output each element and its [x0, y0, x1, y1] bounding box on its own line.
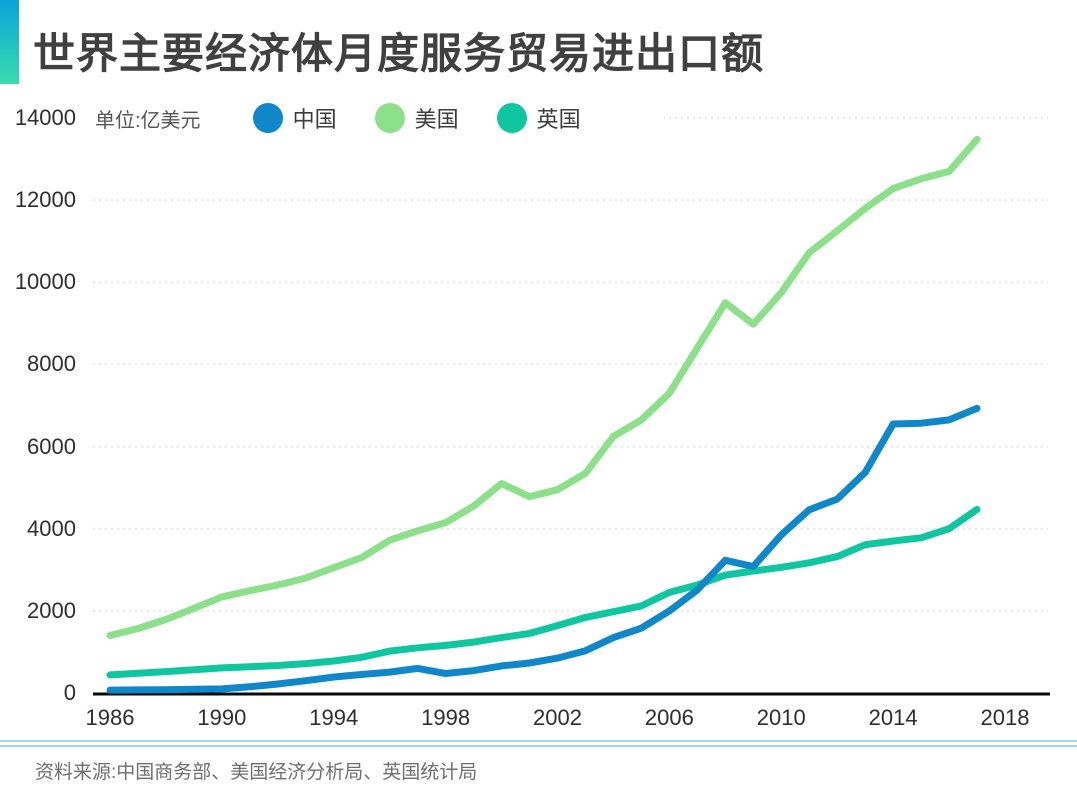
y-tick-label: 10000 [14, 269, 76, 295]
legend-item-usa: 美国 [374, 102, 459, 134]
series-line-美国 [106, 135, 981, 639]
legend-label-china: 中国 [292, 107, 337, 132]
y-tick-label: 8000 [27, 351, 76, 377]
legend-item-china: 中国 [252, 102, 337, 134]
x-tick-label: 1994 [309, 705, 359, 730]
series-line-英国 [106, 505, 981, 679]
legend-swatch-usa-icon [374, 103, 405, 133]
legend-item-uk: 英国 [496, 102, 581, 134]
series-line-中国 [106, 404, 981, 694]
legend-label-usa: 美国 [414, 107, 459, 132]
x-tick-label: 1986 [85, 705, 135, 730]
y-tick-label: 14000 [14, 105, 76, 130]
y-tick-label: 2000 [27, 597, 76, 623]
y-tick-label: 0 [63, 680, 76, 705]
x-tick-label: 2014 [868, 705, 918, 730]
x-tick-label: 2002 [533, 705, 582, 730]
legend-swatch-uk-icon [496, 103, 527, 133]
footer-divider [0, 740, 1077, 747]
series-lines [106, 135, 981, 694]
x-tick-label: 1990 [197, 705, 247, 730]
x-tick-label: 2010 [756, 705, 806, 730]
y-tick-label: 4000 [27, 515, 76, 541]
x-tick-label: 1998 [421, 705, 471, 730]
chart-title: 世界主要经济体月度服务贸易进出口额 [33, 30, 765, 77]
x-tick-label: 2006 [644, 705, 694, 730]
y-tick-label: 12000 [14, 187, 76, 213]
source-note: 资料来源:中国商务部、美国经济分析局、英国统计局 [35, 762, 478, 783]
unit-label: 单位:亿美元 [95, 109, 201, 132]
legend-swatch-china-icon [252, 103, 283, 133]
legend: 单位:亿美元 中国 美国 英国 [85, 99, 664, 137]
title-accent-bar [0, 0, 19, 84]
y-tick-label: 6000 [27, 433, 76, 459]
x-tick-label: 2018 [980, 705, 1030, 730]
legend-label-uk: 英国 [536, 107, 581, 132]
